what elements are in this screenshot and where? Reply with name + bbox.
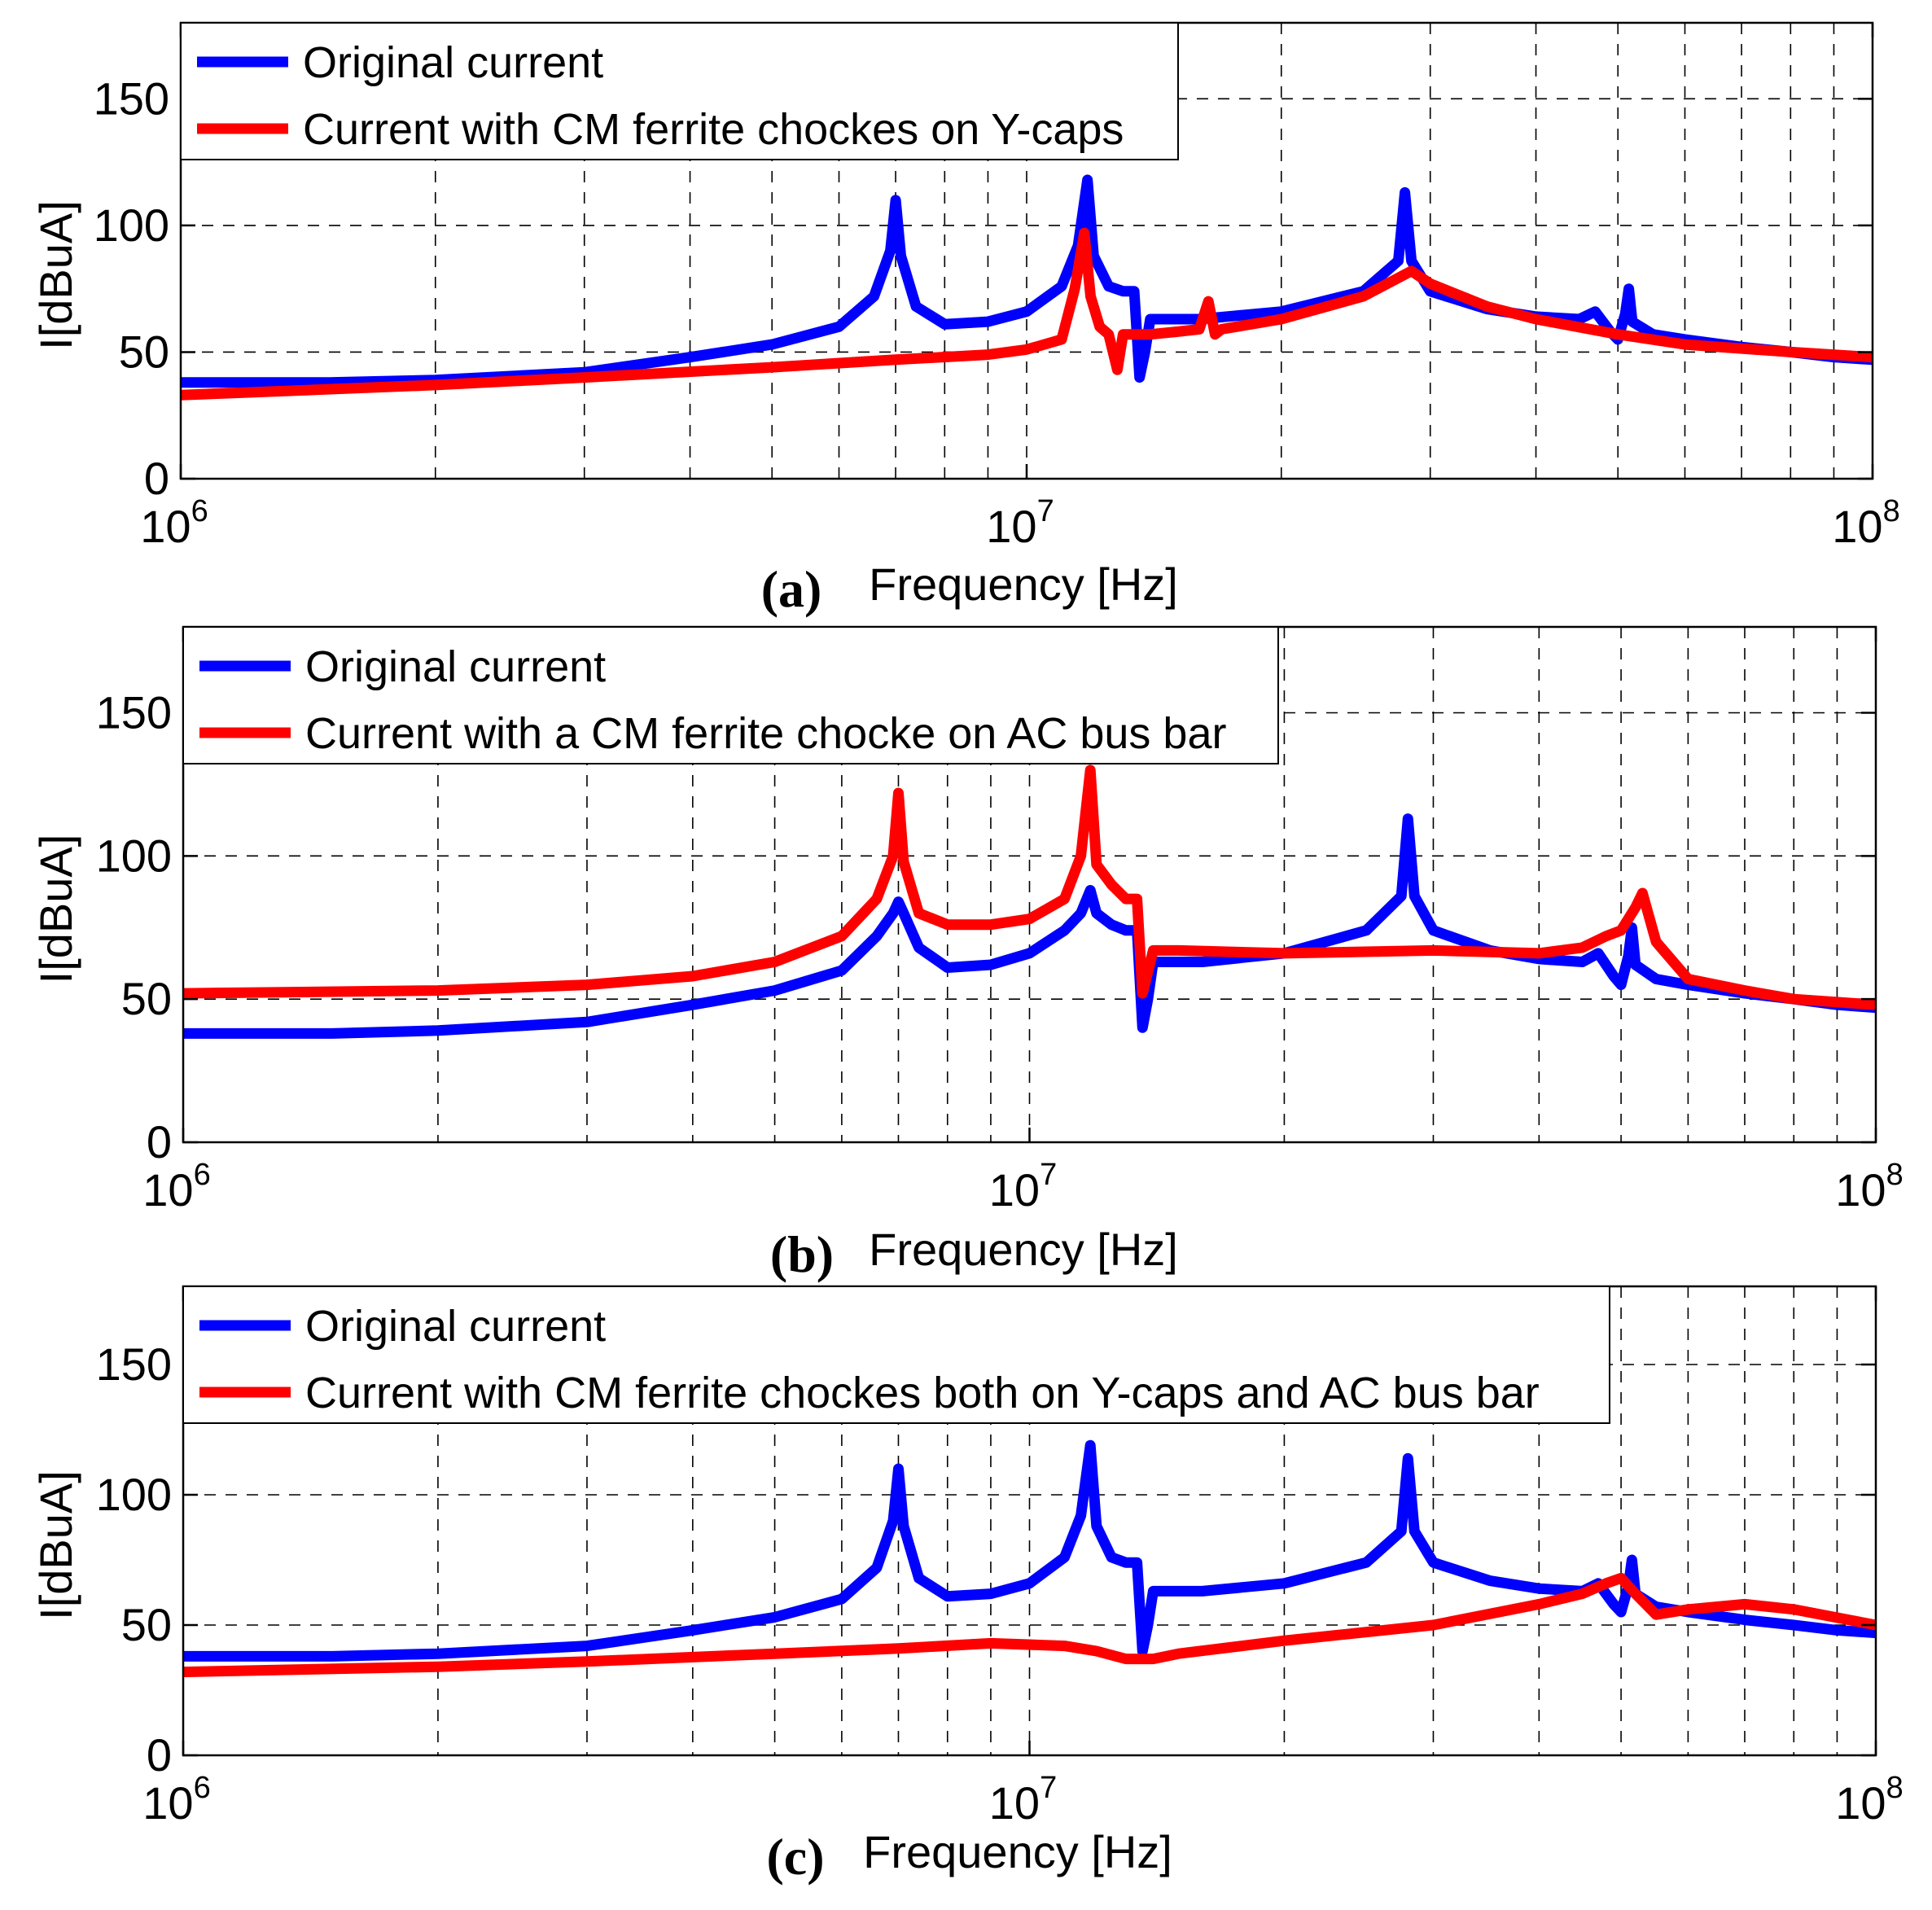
legend: Original current Current with CM ferrite … xyxy=(180,22,1179,160)
x-tick-base: 10 xyxy=(142,1164,193,1216)
x-tick-label: 106 xyxy=(142,1158,210,1216)
x-tick-exponent: 8 xyxy=(1883,494,1900,528)
series-group xyxy=(183,764,1876,1039)
y-tick-label: 100 xyxy=(96,830,172,881)
x-tick-exponent: 7 xyxy=(1040,1158,1057,1192)
legend: Original current Current with a CM ferrit… xyxy=(182,626,1279,764)
x-tick-label: 106 xyxy=(140,494,208,552)
y-tick-label: 100 xyxy=(96,1469,172,1520)
legend: Original current Current with CM ferrite … xyxy=(182,1286,1610,1424)
y-tick-label: 0 xyxy=(144,453,169,504)
x-tick-base: 10 xyxy=(989,1164,1040,1216)
x-tick-label: 108 xyxy=(1835,1158,1903,1216)
y-tick-label: 150 xyxy=(94,72,169,124)
panel-label: (b) xyxy=(770,1225,834,1283)
x-axis-label: Frequency [Hz] xyxy=(863,1826,1172,1877)
y-tick-label: 50 xyxy=(121,1599,172,1650)
x-axis-label: Frequency [Hz] xyxy=(869,559,1178,610)
y-axis-label: I[dBuA] xyxy=(30,200,81,350)
x-tick-label: 108 xyxy=(1832,494,1899,552)
y-tick-label: 150 xyxy=(96,1338,172,1390)
x-tick-exponent: 6 xyxy=(191,494,208,528)
legend-box xyxy=(182,626,1279,764)
x-tick-label: 107 xyxy=(986,494,1054,552)
y-tick-label: 0 xyxy=(147,1116,172,1167)
series-line-modified-current xyxy=(183,1572,1876,1678)
x-tick-exponent: 7 xyxy=(1040,1771,1057,1805)
x-tick-exponent: 6 xyxy=(194,1158,211,1192)
y-tick-label: 0 xyxy=(147,1729,172,1781)
x-tick-label: 108 xyxy=(1835,1771,1903,1829)
series-line-original-current xyxy=(181,174,1873,388)
x-tick-label: 107 xyxy=(989,1158,1057,1216)
x-tick-exponent: 6 xyxy=(194,1771,211,1805)
legend-label: Original current xyxy=(305,1302,606,1351)
legend-label: Current with CM ferrite chockes on Y-cap… xyxy=(303,105,1124,154)
y-tick-label: 100 xyxy=(94,199,169,251)
x-tick-base: 10 xyxy=(1835,1777,1886,1829)
legend-box xyxy=(182,1286,1610,1424)
y-tick-label: 50 xyxy=(121,973,172,1024)
x-tick-base: 10 xyxy=(140,501,191,552)
x-tick-base: 10 xyxy=(1832,501,1882,552)
x-tick-exponent: 8 xyxy=(1886,1771,1904,1805)
legend-box xyxy=(180,22,1179,160)
x-tick-label: 107 xyxy=(989,1771,1057,1829)
legend-label: Original current xyxy=(303,38,603,87)
x-tick-base: 10 xyxy=(989,1777,1040,1829)
series-line-original-current xyxy=(183,1439,1876,1662)
x-tick-exponent: 7 xyxy=(1037,494,1054,528)
panel-label: (a) xyxy=(761,560,822,618)
panel-label: (c) xyxy=(766,1828,824,1886)
y-tick-label: 50 xyxy=(119,326,169,377)
y-tick-label: 150 xyxy=(96,687,172,738)
series-line-modified-current xyxy=(181,227,1873,401)
legend-label: Original current xyxy=(305,642,606,691)
series-line-modified-current xyxy=(183,764,1876,1010)
series-line-original-current xyxy=(183,813,1876,1039)
y-axis-label: I[dBuA] xyxy=(30,835,81,984)
x-axis-label: Frequency [Hz] xyxy=(869,1224,1178,1275)
y-axis-label: I[dBuA] xyxy=(30,1470,81,1620)
series-group xyxy=(183,1439,1876,1678)
x-tick-base: 10 xyxy=(142,1777,193,1829)
x-tick-exponent: 8 xyxy=(1886,1158,1904,1192)
x-tick-base: 10 xyxy=(986,501,1036,552)
x-tick-base: 10 xyxy=(1835,1164,1886,1216)
legend-label: Current with CM ferrite chockes both on … xyxy=(305,1369,1540,1417)
x-tick-label: 106 xyxy=(142,1771,210,1829)
legend-label: Current with a CM ferrite chocke on AC b… xyxy=(305,709,1226,758)
series-group xyxy=(181,174,1873,401)
